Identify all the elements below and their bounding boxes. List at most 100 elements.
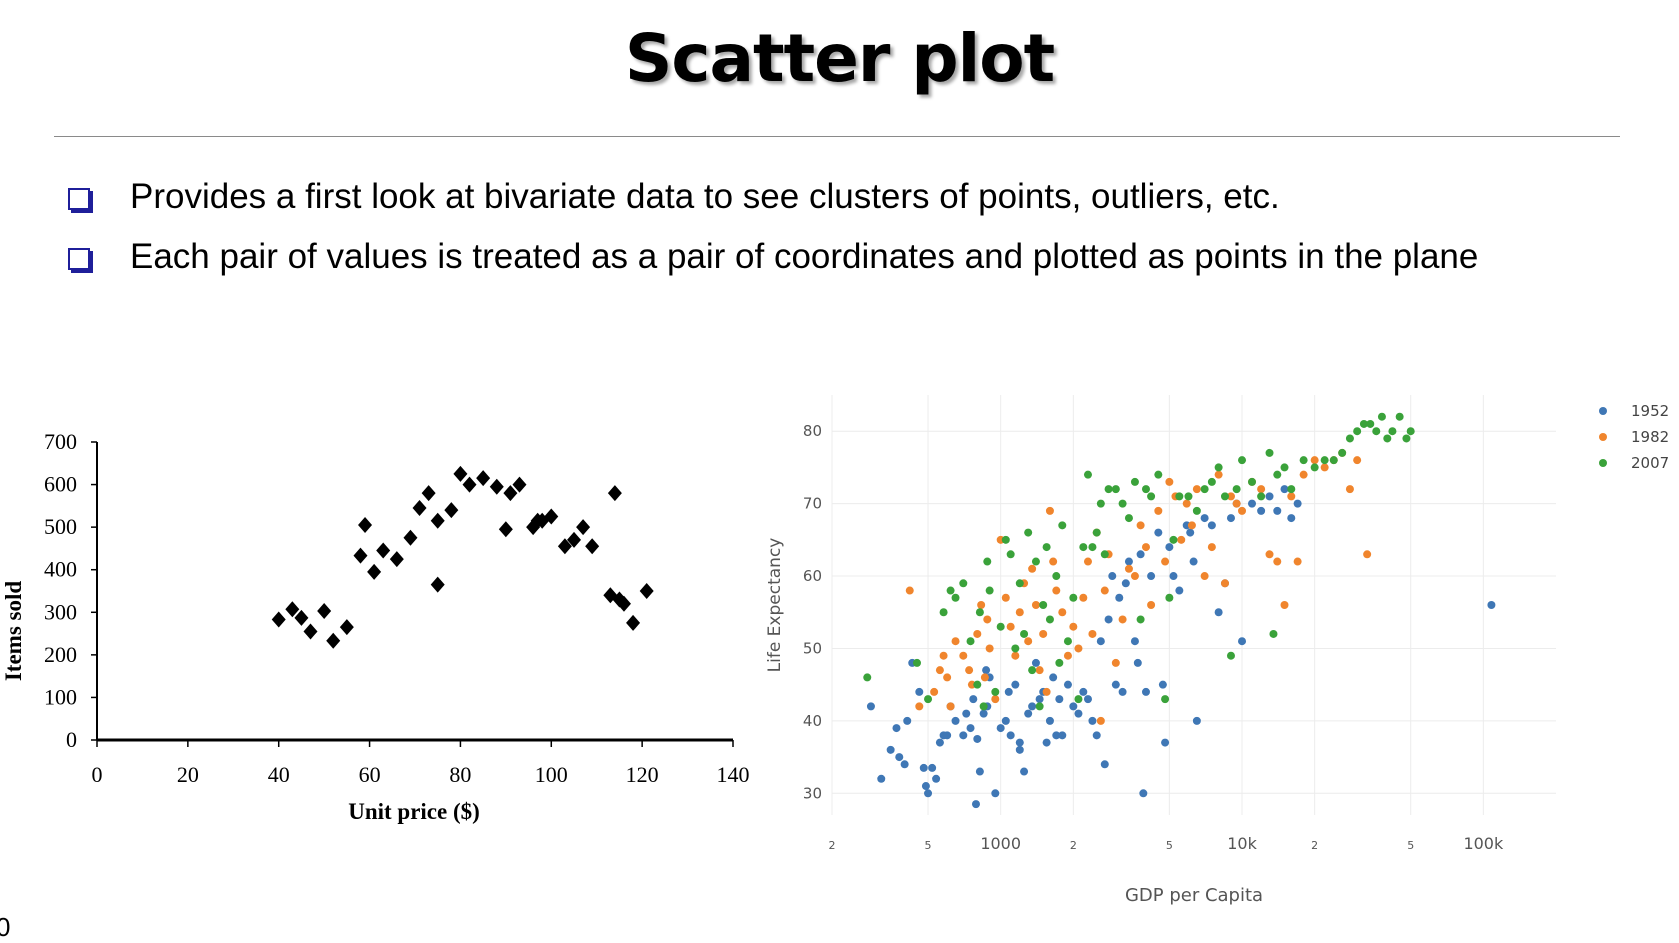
data-point-2007 — [979, 702, 988, 711]
data-point-1952 — [1192, 716, 1201, 725]
data-point-2007 — [912, 658, 921, 667]
data-point-2007 — [1383, 434, 1392, 443]
data-point-2007 — [1024, 528, 1033, 537]
y-tick-label: 0 — [66, 727, 77, 752]
data-point — [271, 611, 286, 628]
data-point — [294, 609, 309, 626]
data-point — [303, 623, 318, 640]
data-point-1982 — [1111, 658, 1120, 667]
x-tick-label: 2 — [1070, 839, 1077, 852]
data-point-1952 — [892, 724, 901, 733]
data-point-1952 — [996, 724, 1005, 733]
data-point-1952 — [900, 760, 909, 769]
data-point-2007 — [1257, 492, 1266, 501]
data-point-2007 — [1058, 521, 1067, 530]
data-point-1952 — [1004, 687, 1013, 696]
data-point-1982 — [1031, 601, 1040, 609]
data-point-1952 — [1257, 506, 1266, 515]
data-point-2007 — [1006, 550, 1015, 559]
data-point-2007 — [1366, 419, 1375, 428]
data-point-1982 — [1042, 687, 1051, 696]
data-point-1982 — [1299, 470, 1308, 479]
data-point-2007 — [983, 557, 992, 566]
data-point — [512, 476, 527, 493]
slide-title: Scatter plot — [624, 20, 1055, 97]
data-point-2007 — [1353, 427, 1362, 436]
data-point-2007 — [991, 687, 1000, 696]
data-point-2007 — [1184, 492, 1193, 501]
y-tick-label: 40 — [803, 712, 822, 730]
data-point-1982 — [1136, 521, 1145, 530]
data-point-1982 — [1058, 608, 1067, 617]
data-point-1952 — [1111, 680, 1120, 689]
x-tick-label: 1000 — [980, 834, 1021, 853]
chart-life-expectancy-vs-gdp: 30 40 50 60 70 80 2 5 1000 2 5 10k 2 5 100k GDP per Cap… — [765, 395, 1669, 906]
data-point-1952 — [1139, 789, 1148, 798]
data-point-1952 — [1133, 658, 1142, 667]
data-point-1952 — [1006, 731, 1015, 740]
y-tick-label: 80 — [803, 422, 822, 440]
y-tick-label: 30 — [803, 784, 822, 802]
data-point-1982 — [1165, 477, 1174, 486]
y-tick-label: 700 — [44, 429, 77, 454]
data-point-1982 — [1118, 615, 1127, 624]
data-point-1982 — [1141, 543, 1150, 552]
data-point-1982 — [973, 629, 982, 638]
data-point-1952 — [915, 687, 924, 696]
data-point-1952 — [969, 695, 978, 704]
data-point-2007 — [1001, 535, 1010, 544]
data-point-1982 — [977, 601, 986, 609]
x-tick-label: 0 — [92, 762, 103, 787]
data-point-1952 — [1165, 543, 1174, 552]
data-point-1982 — [1320, 463, 1329, 472]
data-point-2007 — [1220, 492, 1229, 501]
data-point — [317, 603, 332, 620]
data-point — [453, 465, 468, 482]
data-point-1982 — [1257, 485, 1266, 494]
data-point-1982 — [1052, 586, 1061, 595]
data-point-1952 — [1169, 572, 1178, 581]
data-point — [353, 547, 368, 564]
data-point-1982 — [1049, 557, 1058, 566]
data-point-1952 — [1186, 528, 1195, 537]
data-point-1952 — [1226, 514, 1235, 523]
data-point-1982 — [1011, 651, 1020, 660]
data-point-1952 — [1130, 637, 1139, 646]
data-point-1982 — [1280, 601, 1289, 609]
data-point-1952 — [1200, 514, 1209, 523]
data-point — [616, 595, 631, 612]
data-point-1982 — [1177, 535, 1186, 544]
data-point-2007 — [1136, 615, 1145, 624]
data-point-1952 — [1158, 680, 1167, 689]
data-point-2007 — [1063, 637, 1072, 646]
bullet-list: Provides a first look at bivariate data … — [62, 170, 1622, 290]
data-point-2007 — [1083, 470, 1092, 479]
data-point-1952 — [1058, 731, 1067, 740]
y-axis-title: Life Expectancy — [765, 538, 785, 673]
x-tick-label: 10k — [1227, 834, 1257, 853]
data-point-1982 — [1293, 557, 1302, 566]
data-point-2007 — [951, 593, 960, 602]
data-point-1952 — [1287, 514, 1296, 523]
x-tick-label: 2 — [1311, 839, 1318, 852]
data-point-1982 — [1345, 485, 1354, 494]
data-point-1952 — [877, 774, 886, 783]
data-point-2007 — [1395, 412, 1404, 421]
data-point-2007 — [1372, 427, 1381, 436]
data-point-1952 — [886, 745, 895, 754]
data-point — [576, 519, 591, 536]
data-point-1952 — [1069, 702, 1078, 711]
data-point-2007 — [1039, 601, 1048, 609]
y-tick-label: 100 — [44, 684, 77, 709]
data-point-1952 — [1280, 485, 1289, 494]
data-point-1982 — [1100, 586, 1109, 595]
data-point-2007 — [1406, 427, 1415, 436]
y-tick-label: 300 — [44, 599, 77, 624]
data-point-1952 — [959, 731, 968, 740]
data-point-2007 — [1104, 485, 1113, 494]
checkbox-bullet-icon — [68, 248, 90, 270]
data-point-2007 — [1028, 666, 1037, 675]
data-point-2007 — [1310, 463, 1319, 472]
data-point-1952 — [1052, 731, 1061, 740]
data-point-1982 — [1074, 644, 1083, 653]
